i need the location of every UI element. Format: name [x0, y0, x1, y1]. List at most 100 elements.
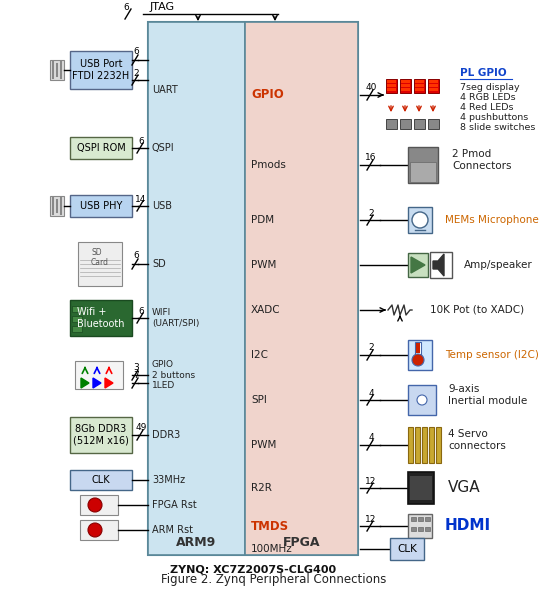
Bar [408, 514, 432, 538]
Text: 3: 3 [133, 362, 139, 372]
Bar [425, 527, 430, 531]
Text: 16: 16 [366, 153, 377, 162]
Text: GPIO: GPIO [251, 88, 284, 101]
Bar [80, 520, 118, 540]
Text: 4 pushbuttons: 4 pushbuttons [460, 113, 528, 122]
Text: VGA: VGA [448, 480, 481, 496]
Bar [50, 196, 64, 216]
Text: SD: SD [152, 259, 165, 269]
Text: HDMI: HDMI [445, 519, 491, 533]
Text: 33MHz: 33MHz [152, 475, 185, 485]
Bar [387, 80, 396, 83]
Bar [72, 316, 82, 322]
Bar [428, 119, 439, 129]
Bar [410, 162, 436, 182]
Bar [400, 79, 411, 93]
Bar [148, 22, 245, 555]
Text: USB: USB [152, 201, 172, 211]
Bar [408, 385, 436, 415]
Text: CLK: CLK [92, 475, 110, 485]
Text: I2C: I2C [251, 350, 268, 360]
Bar [401, 84, 410, 87]
Text: 6: 6 [133, 251, 139, 261]
Circle shape [88, 523, 102, 537]
Text: PWM: PWM [251, 440, 276, 450]
Bar [415, 88, 424, 91]
Circle shape [412, 212, 428, 228]
Bar [408, 147, 438, 183]
Bar [80, 495, 118, 515]
Bar [386, 79, 397, 93]
Polygon shape [433, 254, 444, 276]
Text: TMDS: TMDS [251, 520, 289, 533]
Text: 40: 40 [366, 84, 376, 93]
Text: 7seg display: 7seg display [460, 83, 520, 91]
Bar [408, 340, 432, 370]
Text: 7: 7 [133, 372, 139, 381]
Text: 6: 6 [138, 306, 144, 316]
Text: 4 Red LEDs: 4 Red LEDs [460, 103, 513, 112]
Bar [425, 517, 430, 521]
Bar [245, 22, 358, 555]
Text: 49: 49 [135, 424, 147, 432]
Text: 8Gb DDR3
(512M x16): 8Gb DDR3 (512M x16) [73, 424, 129, 446]
Text: 6: 6 [133, 48, 139, 57]
Text: 4 Servo
connectors: 4 Servo connectors [448, 429, 506, 451]
Text: ZYNQ: XC7Z2007S-CLG400: ZYNQ: XC7Z2007S-CLG400 [170, 564, 336, 574]
Bar [75, 361, 123, 389]
Text: 12: 12 [366, 514, 376, 523]
Bar [436, 427, 441, 463]
Text: MEMs Microphone: MEMs Microphone [445, 215, 539, 225]
Text: QSPI: QSPI [152, 143, 175, 153]
Bar [414, 119, 425, 129]
Text: 2: 2 [133, 68, 139, 77]
Bar [429, 427, 434, 463]
Circle shape [412, 354, 424, 366]
Text: USB Port
FTDI 2232H: USB Port FTDI 2232H [72, 59, 130, 81]
Text: 6: 6 [123, 2, 129, 11]
Bar [422, 427, 427, 463]
Bar [401, 88, 410, 91]
Bar [416, 343, 420, 353]
Text: PL GPIO: PL GPIO [460, 68, 506, 78]
Bar [72, 326, 82, 332]
Bar [430, 252, 452, 278]
Bar [415, 80, 424, 83]
Bar [400, 119, 411, 129]
Bar [148, 22, 358, 555]
Bar [70, 470, 132, 490]
Bar [408, 472, 434, 504]
Text: 6: 6 [138, 136, 144, 146]
Text: 10K Pot (to XADC): 10K Pot (to XADC) [430, 305, 524, 315]
Bar [418, 517, 423, 521]
Text: Wifi +
Bluetooth: Wifi + Bluetooth [77, 307, 125, 329]
Text: CLK: CLK [397, 544, 417, 554]
Text: 12: 12 [366, 477, 376, 486]
Polygon shape [411, 257, 425, 273]
Text: SPI: SPI [251, 395, 267, 405]
Bar [408, 427, 413, 463]
Text: JTAG: JTAG [150, 2, 175, 12]
Bar [428, 79, 439, 93]
Bar [429, 84, 438, 87]
Text: 2: 2 [368, 208, 374, 218]
Text: 4: 4 [368, 388, 374, 398]
Bar [401, 80, 410, 83]
Bar [415, 342, 421, 357]
Text: 9-axis
Inertial module: 9-axis Inertial module [448, 384, 527, 406]
Bar [78, 242, 122, 286]
Bar [408, 253, 428, 277]
Text: Figure 2. Zynq Peripheral Connections: Figure 2. Zynq Peripheral Connections [161, 573, 387, 586]
Text: 8 slide switches: 8 slide switches [460, 123, 535, 132]
Bar [418, 527, 423, 531]
Text: DDR3: DDR3 [152, 430, 180, 440]
Bar [387, 84, 396, 87]
Text: Pmods: Pmods [251, 160, 286, 170]
Text: 2: 2 [368, 343, 374, 352]
Text: 14: 14 [135, 195, 147, 204]
Text: 100MHz: 100MHz [251, 544, 293, 554]
Bar [70, 195, 132, 217]
Text: R2R: R2R [251, 483, 272, 493]
Text: PDM: PDM [251, 215, 274, 225]
Bar [70, 417, 132, 453]
